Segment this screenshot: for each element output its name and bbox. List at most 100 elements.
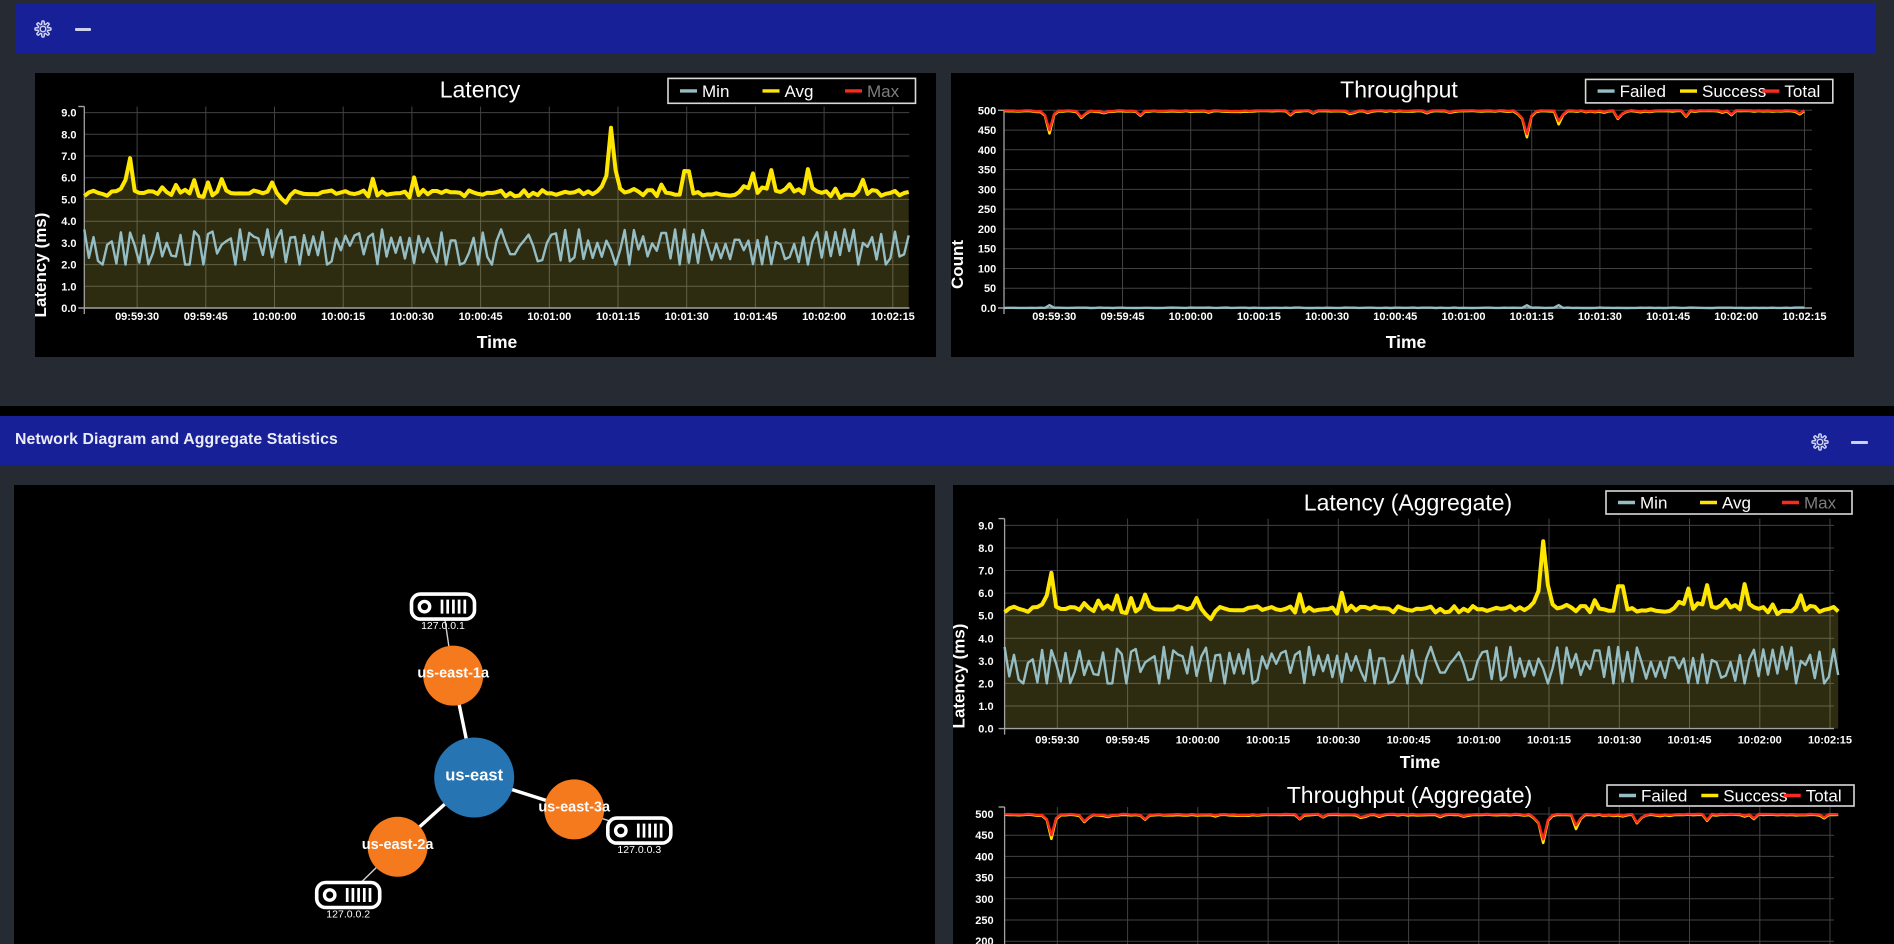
svg-text:10:01:00: 10:01:00 [1457,735,1501,747]
svg-text:09:59:45: 09:59:45 [184,311,228,323]
svg-text:Avg: Avg [1722,494,1751,513]
svg-text:7.0: 7.0 [978,566,993,578]
svg-text:Latency: Latency [440,77,521,103]
svg-text:10:00:00: 10:00:00 [1176,735,1220,747]
svg-text:350: 350 [975,873,993,885]
svg-text:1.0: 1.0 [61,281,76,293]
svg-text:Failed: Failed [1641,787,1687,806]
svg-text:Max: Max [1804,494,1837,513]
svg-text:2.0: 2.0 [978,678,993,690]
svg-text:Max: Max [867,82,900,101]
svg-text:Time: Time [1386,332,1427,352]
svg-text:2.0: 2.0 [61,260,76,272]
svg-text:500: 500 [975,809,993,821]
svg-text:10:00:30: 10:00:30 [390,311,434,323]
svg-text:Avg: Avg [785,82,814,101]
svg-text:09:59:30: 09:59:30 [115,311,159,323]
svg-text:10:01:15: 10:01:15 [1527,735,1571,747]
svg-text:10:02:15: 10:02:15 [1782,311,1826,323]
svg-text:10:01:00: 10:01:00 [527,311,571,323]
svg-text:10:01:15: 10:01:15 [596,311,640,323]
svg-text:09:59:45: 09:59:45 [1100,311,1144,323]
svg-text:10:02:00: 10:02:00 [802,311,846,323]
svg-text:400: 400 [978,145,996,157]
svg-text:10:02:15: 10:02:15 [871,311,915,323]
svg-text:10:01:45: 10:01:45 [1667,735,1711,747]
svg-text:0.0: 0.0 [981,303,996,315]
svg-text:us-east-3a: us-east-3a [538,799,611,815]
svg-text:127.0.0.1: 127.0.0.1 [421,620,465,632]
svg-text:500: 500 [978,105,996,117]
svg-text:150: 150 [978,244,996,256]
svg-text:0.0: 0.0 [61,303,76,315]
svg-text:5.0: 5.0 [978,611,993,623]
svg-text:Time: Time [477,332,518,352]
svg-text:Success: Success [1723,787,1787,806]
svg-text:Time: Time [1400,752,1441,772]
svg-text:10:01:30: 10:01:30 [1578,311,1622,323]
svg-text:10:01:15: 10:01:15 [1510,311,1554,323]
svg-text:8.0: 8.0 [978,543,993,555]
svg-text:Throughput (Aggregate): Throughput (Aggregate) [1287,782,1533,808]
svg-text:127.0.0.3: 127.0.0.3 [617,844,661,856]
svg-text:10:00:00: 10:00:00 [252,311,296,323]
svg-text:us-east-1a: us-east-1a [417,666,490,682]
svg-text:Latency (Aggregate): Latency (Aggregate) [1304,490,1512,516]
svg-text:400: 400 [975,851,993,863]
svg-text:3.0: 3.0 [978,656,993,668]
svg-text:10:01:30: 10:01:30 [665,311,709,323]
svg-text:10:01:45: 10:01:45 [733,311,777,323]
svg-text:5.0: 5.0 [61,194,76,206]
svg-text:10:00:45: 10:00:45 [1387,735,1431,747]
svg-text:Latency (ms): Latency (ms) [35,213,50,318]
svg-text:250: 250 [978,204,996,216]
svg-text:10:02:00: 10:02:00 [1738,735,1782,747]
svg-text:9.0: 9.0 [61,108,76,120]
svg-text:us-east: us-east [445,767,503,785]
svg-text:3.0: 3.0 [61,238,76,250]
svg-text:09:59:45: 09:59:45 [1106,735,1150,747]
svg-text:450: 450 [975,830,993,842]
svg-text:350: 350 [978,165,996,177]
svg-text:7.0: 7.0 [61,151,76,163]
svg-text:100: 100 [978,264,996,276]
svg-text:50: 50 [984,283,996,295]
svg-text:10:00:00: 10:00:00 [1169,311,1213,323]
svg-text:10:02:00: 10:02:00 [1714,311,1758,323]
svg-text:1.0: 1.0 [978,701,993,713]
svg-text:6.0: 6.0 [978,588,993,600]
svg-text:10:00:45: 10:00:45 [459,311,503,323]
svg-text:Min: Min [1640,494,1667,513]
svg-text:4.0: 4.0 [61,216,76,228]
svg-text:10:00:30: 10:00:30 [1316,735,1360,747]
svg-text:10:00:15: 10:00:15 [321,311,365,323]
svg-text:10:01:45: 10:01:45 [1646,311,1690,323]
svg-text:Total: Total [1784,82,1820,101]
svg-text:10:02:15: 10:02:15 [1808,735,1852,747]
svg-text:250: 250 [975,915,993,927]
svg-text:10:01:00: 10:01:00 [1441,311,1485,323]
svg-text:10:00:30: 10:00:30 [1305,311,1349,323]
svg-text:Failed: Failed [1620,82,1666,101]
svg-text:300: 300 [975,894,993,906]
svg-text:Latency (ms): Latency (ms) [953,624,969,729]
svg-text:10:00:15: 10:00:15 [1246,735,1290,747]
svg-text:127.0.0.2: 127.0.0.2 [326,909,370,921]
svg-text:200: 200 [975,936,993,944]
svg-text:9.0: 9.0 [978,520,993,532]
svg-text:6.0: 6.0 [61,173,76,185]
svg-text:4.0: 4.0 [978,633,993,645]
svg-text:Throughput: Throughput [1340,77,1458,103]
svg-text:us-east-2a: us-east-2a [362,837,435,853]
svg-text:200: 200 [978,224,996,236]
svg-text:300: 300 [978,184,996,196]
svg-text:Total: Total [1806,787,1842,806]
svg-text:Min: Min [702,82,729,101]
svg-text:0.0: 0.0 [978,724,993,736]
svg-text:10:00:45: 10:00:45 [1373,311,1417,323]
svg-text:09:59:30: 09:59:30 [1032,311,1076,323]
svg-text:450: 450 [978,125,996,137]
svg-text:10:00:15: 10:00:15 [1237,311,1281,323]
svg-text:Count: Count [951,240,967,289]
svg-text:09:59:30: 09:59:30 [1035,735,1079,747]
